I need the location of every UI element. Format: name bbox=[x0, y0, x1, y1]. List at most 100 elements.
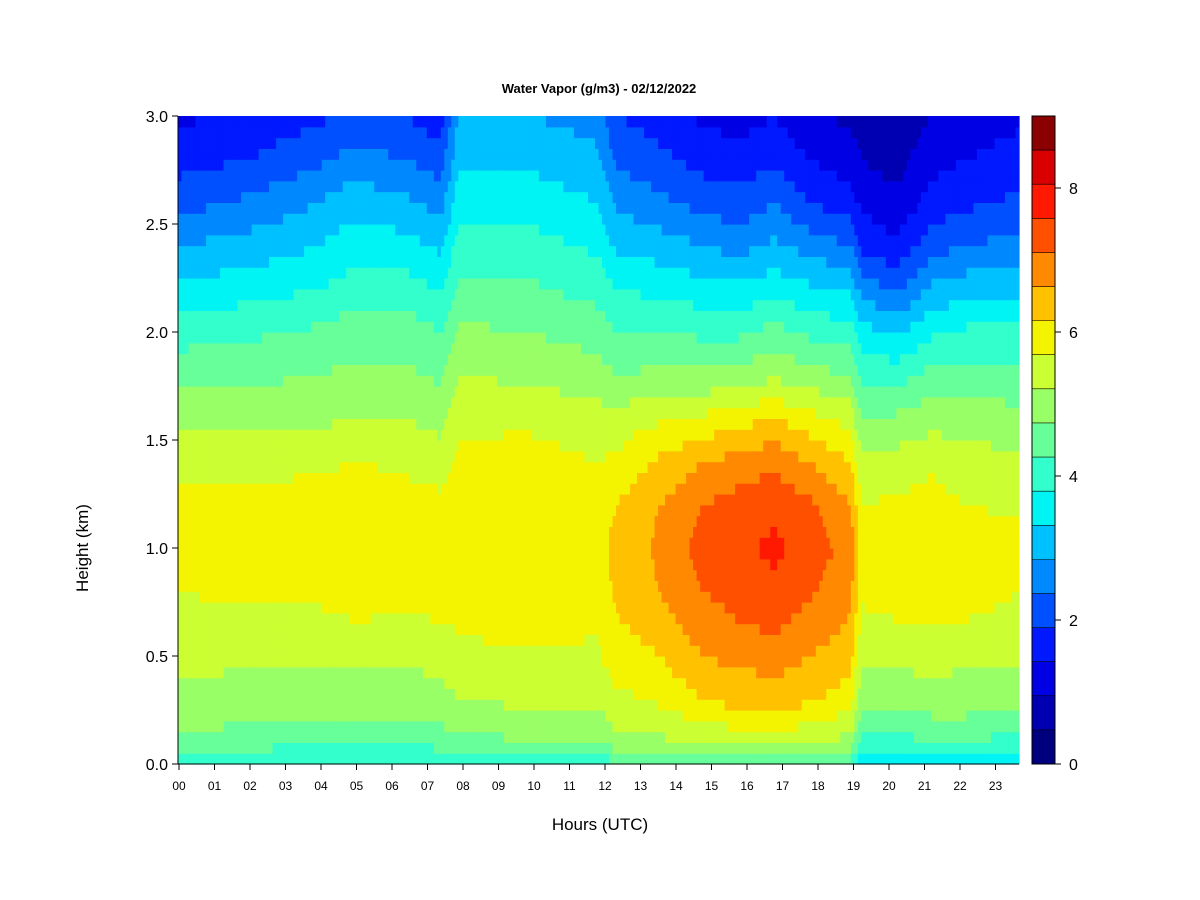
heatmap-cell bbox=[314, 418, 319, 430]
heatmap-cell bbox=[279, 396, 284, 409]
heatmap-cell bbox=[402, 699, 407, 711]
heatmap-cell bbox=[244, 731, 249, 743]
heatmap-cell bbox=[258, 224, 263, 236]
heatmap-cell bbox=[255, 569, 260, 581]
heatmap-cell bbox=[314, 180, 319, 193]
heatmap-cell bbox=[188, 461, 193, 473]
heatmap-cell bbox=[353, 342, 358, 355]
heatmap-cell bbox=[412, 429, 417, 441]
heatmap-cell bbox=[213, 234, 218, 247]
heatmap-cell bbox=[332, 634, 337, 646]
heatmap-cell bbox=[444, 299, 449, 311]
heatmap-cell bbox=[255, 591, 260, 603]
heatmap-cell bbox=[300, 504, 305, 517]
heatmap-cell bbox=[237, 440, 242, 452]
heatmap-cell bbox=[416, 245, 421, 257]
heatmap-cell bbox=[374, 170, 379, 182]
heatmap-cell bbox=[342, 396, 347, 409]
heatmap-cell bbox=[178, 742, 183, 754]
heatmap-cell bbox=[384, 515, 389, 527]
heatmap-cell bbox=[209, 656, 214, 668]
heatmap-cell bbox=[307, 137, 312, 149]
heatmap-cell bbox=[332, 558, 337, 571]
heatmap-cell bbox=[409, 148, 414, 160]
heatmap-cell bbox=[223, 612, 228, 625]
heatmap-cell bbox=[185, 407, 190, 419]
heatmap-cell bbox=[314, 612, 319, 625]
heatmap-cell bbox=[377, 753, 382, 765]
heatmap-cell bbox=[255, 213, 260, 225]
heatmap-cell bbox=[199, 213, 204, 225]
heatmap-cell bbox=[367, 137, 372, 149]
heatmap-cell bbox=[405, 418, 410, 430]
heatmap-cell bbox=[402, 645, 407, 657]
heatmap-cell bbox=[318, 753, 323, 765]
heatmap-cell bbox=[237, 548, 242, 560]
heatmap-cell bbox=[258, 342, 263, 355]
heatmap-cell bbox=[199, 245, 204, 257]
heatmap-cell bbox=[265, 483, 270, 495]
heatmap-cell bbox=[297, 159, 302, 171]
heatmap-cell bbox=[360, 720, 365, 733]
heatmap-cell bbox=[356, 742, 361, 754]
heatmap-cell bbox=[237, 429, 242, 441]
heatmap-cell bbox=[419, 526, 424, 538]
heatmap-cell bbox=[272, 278, 277, 290]
heatmap-cell bbox=[328, 677, 333, 689]
heatmap-cell bbox=[304, 580, 309, 592]
heatmap-cell bbox=[370, 494, 375, 506]
heatmap-cell bbox=[230, 569, 235, 581]
heatmap-cell bbox=[199, 267, 204, 279]
heatmap-cell bbox=[251, 494, 256, 506]
heatmap-cell bbox=[430, 537, 435, 549]
heatmap-cell bbox=[293, 191, 298, 203]
heatmap-cell bbox=[300, 386, 305, 398]
heatmap-cell bbox=[290, 504, 295, 517]
heatmap-cell bbox=[216, 256, 221, 268]
heatmap-cell bbox=[216, 364, 221, 376]
heatmap-cell bbox=[178, 224, 183, 236]
heatmap-cell bbox=[416, 483, 421, 495]
heatmap-cell bbox=[241, 116, 246, 128]
heatmap-cell bbox=[328, 504, 333, 517]
heatmap-cell bbox=[202, 580, 207, 592]
heatmap-cell bbox=[279, 591, 284, 603]
heatmap-cell bbox=[293, 461, 298, 473]
heatmap-cell bbox=[293, 699, 298, 711]
heatmap-cell bbox=[325, 126, 330, 139]
heatmap-cell bbox=[402, 321, 407, 333]
heatmap-cell bbox=[237, 656, 242, 668]
heatmap-cell bbox=[216, 623, 221, 635]
heatmap-cell bbox=[384, 407, 389, 419]
heatmap-cell bbox=[199, 407, 204, 419]
heatmap-cell bbox=[255, 656, 260, 668]
heatmap-cell bbox=[384, 375, 389, 387]
heatmap-cell bbox=[465, 299, 470, 311]
heatmap-cell bbox=[353, 645, 358, 657]
heatmap-cell bbox=[321, 353, 326, 365]
heatmap-cell bbox=[279, 170, 284, 182]
heatmap-cell bbox=[276, 461, 281, 473]
heatmap-cell bbox=[199, 504, 204, 517]
heatmap-cell bbox=[440, 710, 445, 722]
heatmap-cell bbox=[346, 321, 351, 333]
heatmap-cell bbox=[234, 612, 239, 625]
heatmap-cell bbox=[300, 483, 305, 495]
heatmap-cell bbox=[255, 396, 260, 409]
heatmap-cell bbox=[255, 548, 260, 560]
heatmap-cell bbox=[244, 450, 249, 463]
heatmap-cell bbox=[230, 353, 235, 365]
heatmap-cell bbox=[227, 688, 232, 700]
heatmap-cell bbox=[461, 440, 466, 452]
heatmap-cell bbox=[258, 440, 263, 452]
heatmap-cell bbox=[213, 753, 218, 765]
heatmap-cell bbox=[209, 558, 214, 571]
heatmap-cell bbox=[430, 202, 435, 214]
heatmap-cell bbox=[423, 245, 428, 257]
heatmap-cell bbox=[335, 321, 340, 333]
heatmap-cell bbox=[300, 126, 305, 139]
heatmap-cell bbox=[234, 720, 239, 733]
heatmap-cell bbox=[230, 375, 235, 387]
heatmap-cell bbox=[349, 418, 354, 430]
heatmap-cell bbox=[304, 537, 309, 549]
